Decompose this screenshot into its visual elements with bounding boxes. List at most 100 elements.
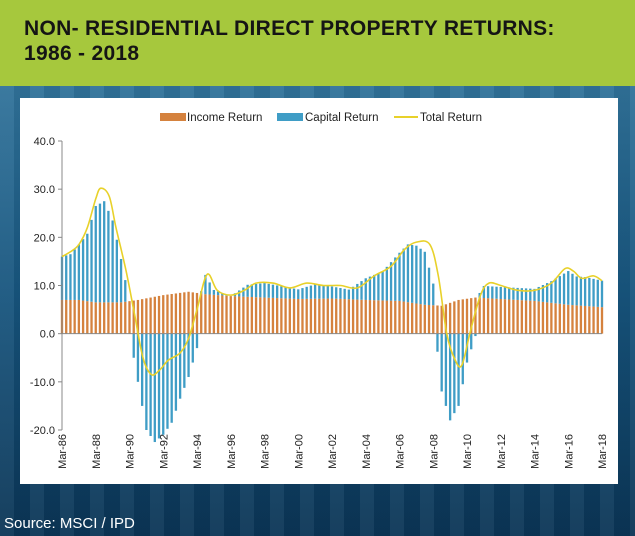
income-bar — [98, 302, 102, 334]
income-bar — [254, 297, 258, 334]
capital-bar — [533, 288, 536, 301]
capital-bar — [356, 283, 359, 300]
capital-bar — [427, 267, 431, 306]
income-bar — [271, 297, 275, 334]
income-bar — [444, 304, 448, 334]
capital-bar — [132, 333, 135, 358]
capital-bar — [195, 333, 199, 349]
capital-bar — [406, 244, 410, 303]
income-bar — [124, 301, 127, 334]
capital-bar — [419, 248, 422, 305]
income-bar — [284, 298, 287, 334]
capital-bar — [368, 276, 372, 301]
capital-bar — [191, 333, 194, 363]
income-bar — [558, 303, 561, 334]
income-bar — [77, 299, 81, 334]
income-bar — [259, 297, 262, 334]
income-bar — [322, 298, 325, 334]
income-bar — [280, 298, 283, 334]
capital-bar — [98, 203, 102, 303]
income-bar — [541, 301, 545, 334]
income-bar — [474, 297, 477, 334]
income-bar — [200, 293, 203, 334]
capital-bar — [579, 276, 583, 306]
income-bar — [436, 305, 439, 334]
income-bar — [238, 296, 241, 334]
capital-bar — [520, 288, 524, 301]
income-bar — [360, 299, 363, 334]
capital-bar — [364, 278, 367, 300]
x-tick-label: Mar-14 — [530, 434, 542, 469]
x-tick-label: Mar-08 — [428, 434, 440, 469]
capital-bar — [495, 286, 498, 299]
income-bar — [94, 302, 97, 334]
x-axis-ticks: Mar-86 Mar-88 Mar-90 Mar-92 Mar-94 Mar-96 Mar-… — [57, 434, 609, 469]
income-bar — [297, 298, 300, 334]
capital-bar — [90, 219, 93, 302]
income-bar — [377, 300, 380, 334]
capital-bar — [124, 280, 127, 302]
income-bar — [419, 304, 422, 334]
capital-bar — [318, 284, 321, 299]
income-bar — [204, 294, 207, 334]
chart-panel: Income Return Capital Return Total Retur… — [20, 98, 618, 484]
capital-bar — [216, 291, 220, 296]
capital-bar — [69, 254, 72, 300]
capital-bar — [470, 333, 473, 350]
capital-bar — [322, 285, 325, 299]
income-bar — [499, 298, 502, 334]
capital-bar — [554, 278, 557, 304]
y-tick-label: 10.0 — [34, 281, 55, 293]
capital-bar — [183, 333, 186, 388]
capital-bar — [119, 259, 123, 303]
income-bar — [313, 298, 317, 334]
income-bar — [583, 305, 587, 334]
income-bar — [73, 299, 76, 334]
income-bar — [183, 292, 186, 334]
income-bar — [107, 302, 110, 334]
capital-bar — [326, 285, 329, 299]
income-bar — [347, 299, 351, 334]
income-bar — [351, 299, 355, 334]
capital-bar — [103, 201, 106, 303]
income-bar — [162, 295, 165, 334]
capital-bar — [381, 271, 384, 301]
capital-bar — [275, 285, 279, 299]
x-tick-label: Mar-94 — [192, 434, 204, 469]
capital-bar — [115, 239, 119, 303]
slide-title: NON- RESIDENTIAL DIRECT PROPERTY RETURNS… — [24, 16, 555, 66]
y-axis-ticks: 40.0 30.0 20.0 10.0 0.0 -10.0 -20.0 — [30, 136, 62, 437]
income-bar — [225, 295, 228, 334]
income-bar — [503, 299, 507, 334]
capital-bar — [512, 287, 515, 300]
income-bar — [128, 301, 131, 334]
capital-bar — [86, 233, 89, 302]
income-bar — [398, 300, 401, 334]
income-bar — [288, 298, 291, 334]
income-bar — [508, 299, 511, 334]
income-bar — [309, 298, 313, 334]
income-bar — [465, 298, 469, 334]
income-bar — [140, 299, 144, 334]
income-bar — [545, 302, 549, 334]
income-bar — [195, 292, 199, 334]
income-bar — [389, 300, 393, 334]
income-bar — [550, 302, 553, 334]
capital-bar — [208, 282, 211, 295]
income-bar — [415, 303, 418, 334]
capital-bar — [432, 283, 435, 306]
income-bar — [318, 298, 321, 334]
capital-bar — [65, 255, 68, 300]
income-bar — [600, 307, 604, 334]
income-bar — [423, 304, 426, 334]
capital-bar — [330, 286, 334, 299]
capital-bar — [377, 273, 380, 301]
income-bar — [166, 294, 169, 334]
income-bar — [330, 298, 334, 334]
capital-bar — [242, 287, 245, 297]
income-bar — [562, 304, 566, 334]
capital-bar — [259, 283, 262, 298]
income-bar — [394, 300, 397, 334]
income-bar — [69, 299, 72, 334]
